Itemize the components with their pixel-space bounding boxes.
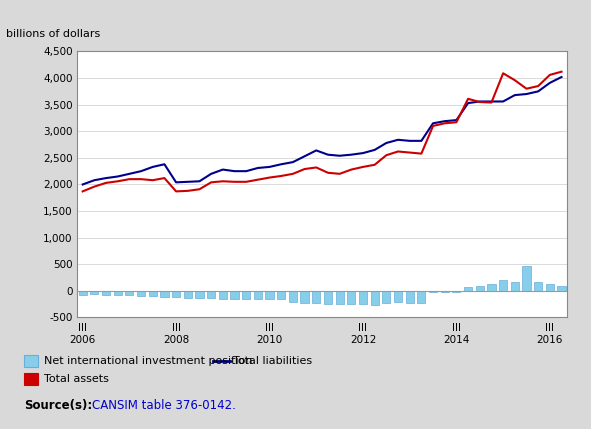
Bar <box>24 373 38 385</box>
Bar <box>265 291 274 299</box>
Bar <box>172 291 180 297</box>
Bar <box>277 291 285 299</box>
Bar <box>207 291 215 298</box>
Bar <box>254 291 262 299</box>
Bar <box>545 284 554 291</box>
Bar <box>464 287 472 291</box>
Bar <box>441 291 449 292</box>
Bar <box>488 284 495 291</box>
Text: Total liabilities: Total liabilities <box>233 356 313 366</box>
Bar <box>300 291 309 302</box>
Text: Net international investment position: Net international investment position <box>44 356 253 366</box>
Bar <box>405 291 414 302</box>
Bar <box>137 291 145 296</box>
Bar <box>394 291 402 302</box>
Bar <box>452 291 460 293</box>
Bar <box>24 355 38 367</box>
Bar <box>511 282 519 291</box>
Bar <box>160 291 168 297</box>
Text: CANSIM table 376-0142.: CANSIM table 376-0142. <box>92 399 235 412</box>
Bar <box>219 291 227 299</box>
Bar <box>371 291 379 305</box>
Bar <box>382 291 391 302</box>
Bar <box>476 286 484 291</box>
Bar <box>534 281 543 291</box>
Bar <box>230 291 239 299</box>
Bar <box>359 291 367 304</box>
Bar <box>196 291 203 298</box>
Text: Total assets: Total assets <box>44 374 109 384</box>
Bar <box>417 291 426 302</box>
Bar <box>324 291 332 304</box>
Bar <box>522 266 531 291</box>
Bar <box>102 291 110 295</box>
Bar <box>79 291 87 295</box>
Bar <box>557 286 566 291</box>
Bar <box>184 291 192 298</box>
Text: Source(s):: Source(s): <box>24 399 92 412</box>
Bar <box>347 291 355 304</box>
Bar <box>499 280 507 291</box>
Bar <box>312 291 320 303</box>
Bar <box>289 291 297 302</box>
Bar <box>113 291 122 295</box>
Bar <box>336 291 344 304</box>
Bar <box>149 291 157 296</box>
Bar <box>125 291 134 295</box>
Bar <box>242 291 250 299</box>
Text: billions of dollars: billions of dollars <box>6 29 100 39</box>
Bar <box>429 291 437 293</box>
Bar <box>90 291 99 294</box>
